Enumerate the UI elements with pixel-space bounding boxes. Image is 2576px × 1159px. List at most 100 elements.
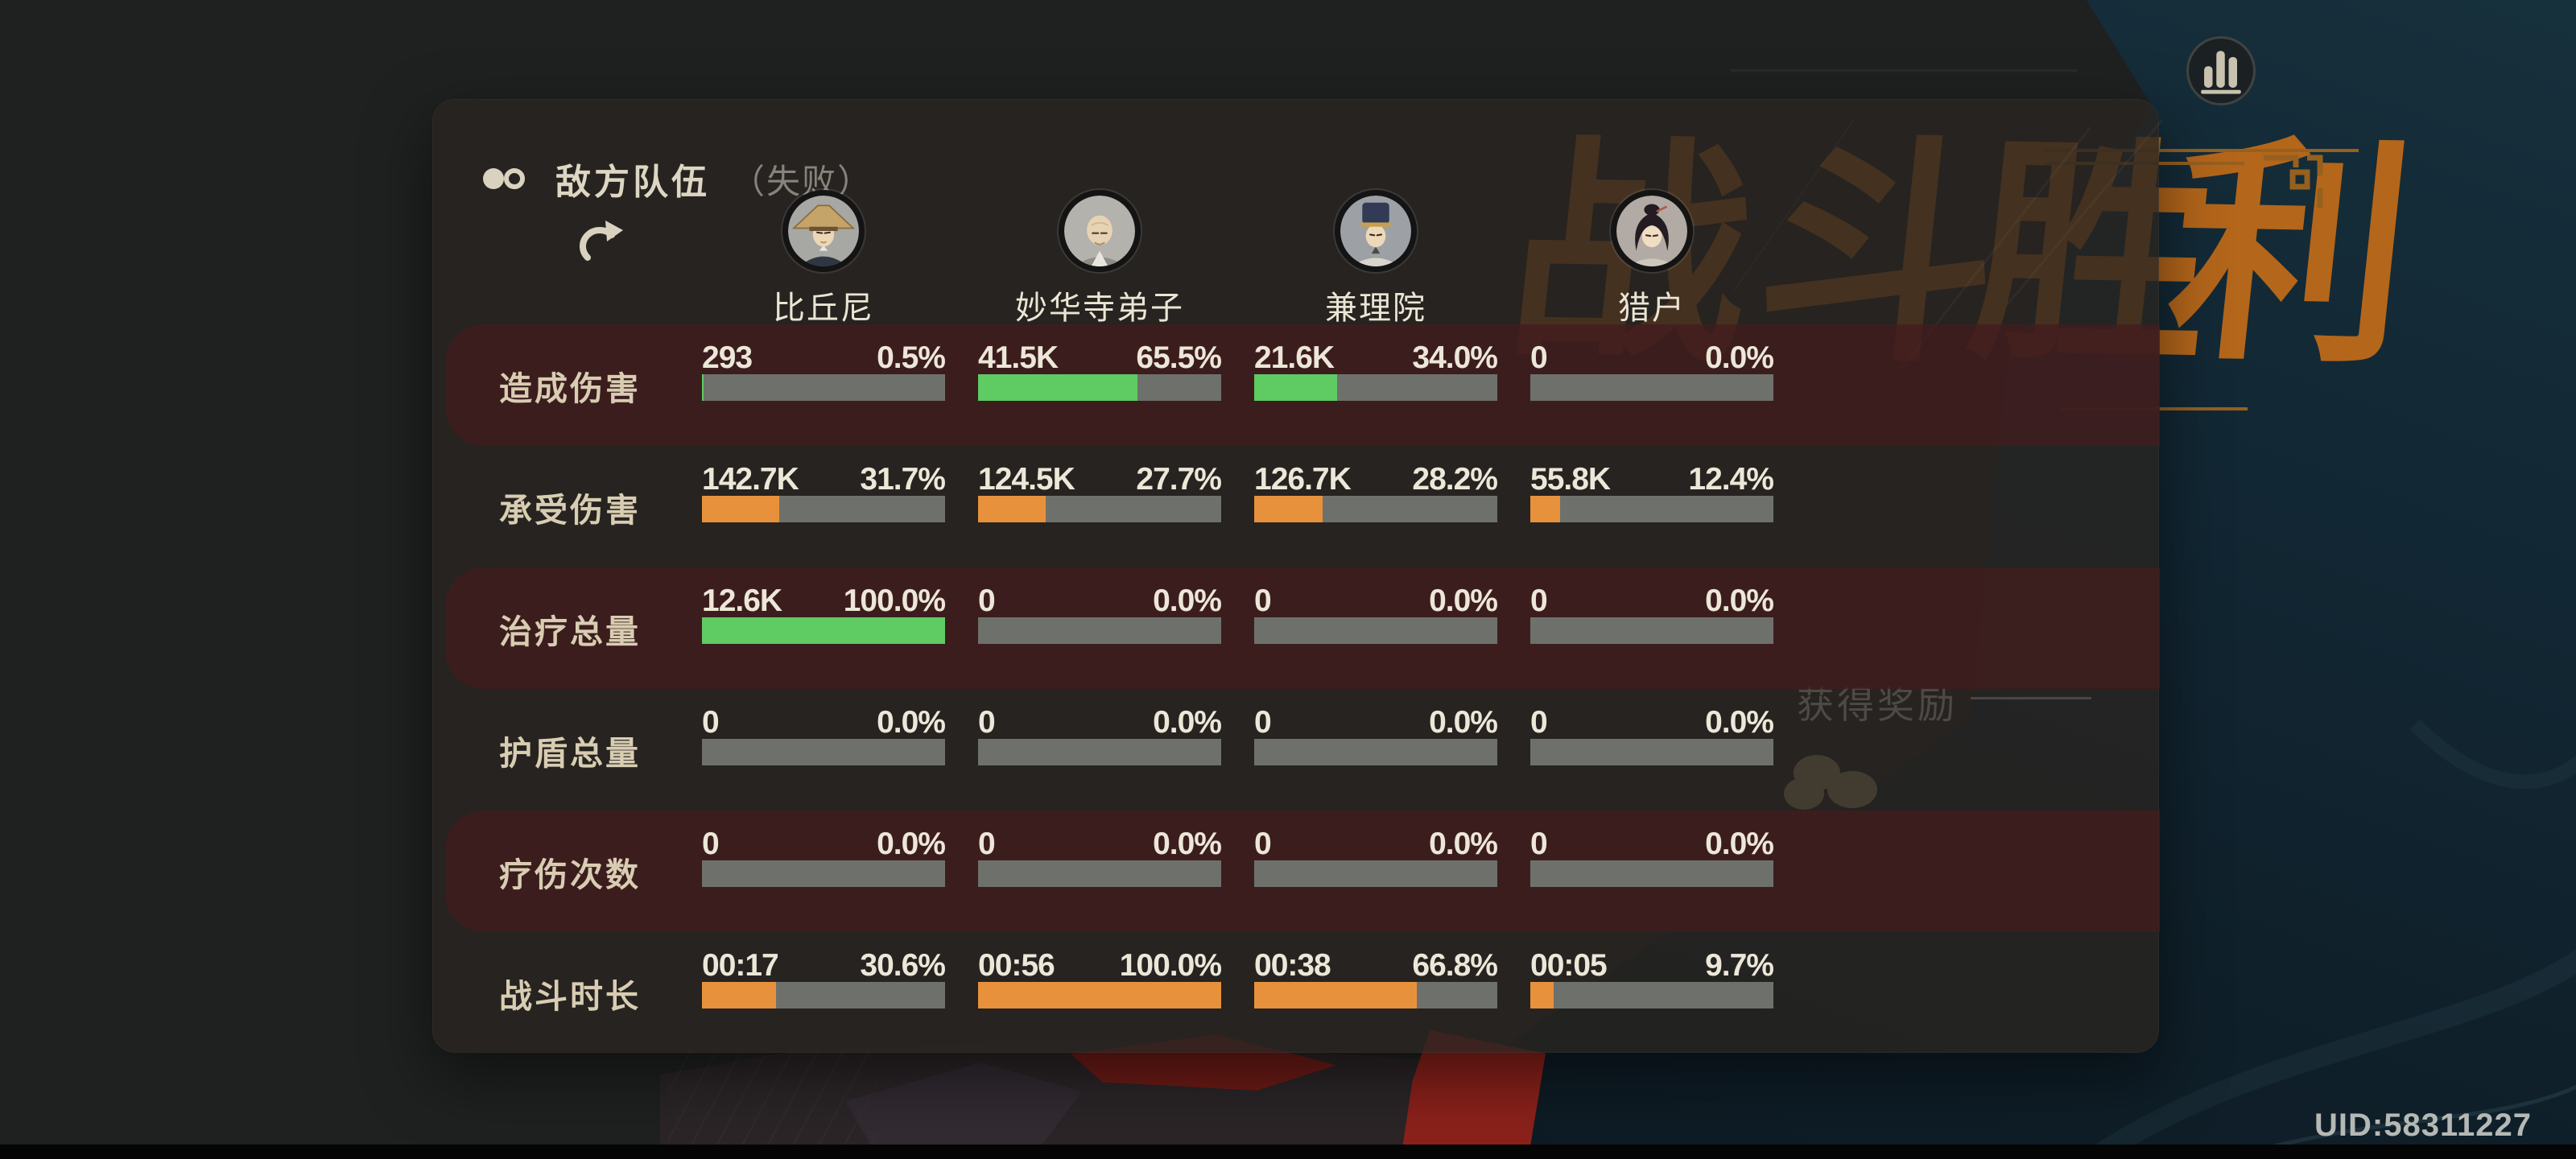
stat-value: 0 bbox=[1530, 827, 1548, 861]
stats-row-damage-dealt: 造成伤害 293 0.5% 41.5K 65.5% 21.6K 34.0% 0 0.0% bbox=[433, 324, 2160, 446]
stat-value: 21.6K bbox=[1254, 340, 1335, 375]
stats-panel-toggle-button[interactable] bbox=[2186, 36, 2256, 105]
stat-percent: 100.0% bbox=[1119, 948, 1222, 983]
stat-percent: 65.5% bbox=[1136, 340, 1222, 375]
stat-bar bbox=[1530, 374, 1773, 401]
stat-percent: 0.0% bbox=[877, 705, 946, 740]
refresh-button[interactable] bbox=[565, 212, 630, 267]
stat-percent: 0.0% bbox=[1429, 827, 1498, 861]
stat-percent: 0.0% bbox=[1153, 584, 1222, 618]
stat-percent: 28.2% bbox=[1412, 462, 1498, 497]
stat-value: 0 bbox=[702, 827, 720, 861]
stat-value: 0 bbox=[1530, 584, 1548, 618]
stat-percent: 0.0% bbox=[1153, 705, 1222, 740]
stat-bar bbox=[978, 496, 1221, 522]
stat-percent: 9.7% bbox=[1705, 948, 1774, 983]
stat-value: 293 bbox=[702, 340, 753, 375]
panel-fold-streak bbox=[2005, 119, 2164, 306]
bar-chart-icon bbox=[2201, 51, 2241, 94]
avatar-jianliyuan[interactable] bbox=[1335, 190, 1417, 272]
letterbox-bar bbox=[0, 1145, 2576, 1159]
stats-row-damage-taken: 承受伤害 142.7K 31.7% 124.5K 27.7% 126.7K 28.2%… bbox=[433, 446, 2160, 567]
stat-value: 124.5K bbox=[978, 462, 1075, 497]
stat-percent: 100.0% bbox=[843, 584, 946, 618]
row-label: 疗伤次数 bbox=[499, 856, 641, 893]
stats-row-shield-total: 护盾总量 0 0.0% 0 0.0% 0 0.0% 0 0.0% bbox=[433, 689, 2160, 810]
row-label: 护盾总量 bbox=[499, 734, 641, 772]
stat-bar bbox=[1254, 860, 1497, 887]
stat-percent: 31.7% bbox=[860, 462, 946, 497]
stat-value: 0 bbox=[978, 584, 996, 618]
stat-value: 0 bbox=[1530, 705, 1548, 740]
row-label: 战斗时长 bbox=[499, 977, 641, 1015]
stat-percent: 0.5% bbox=[877, 340, 946, 375]
character-name: 比丘尼 bbox=[773, 291, 874, 326]
stat-percent: 12.4% bbox=[1688, 462, 1774, 497]
title-deco-line bbox=[2045, 149, 2359, 152]
stat-percent: 30.6% bbox=[860, 948, 946, 983]
stat-bar bbox=[1530, 496, 1773, 522]
stat-percent: 34.0% bbox=[1412, 340, 1498, 375]
stat-value: 0 bbox=[1254, 827, 1272, 861]
stat-percent: 27.7% bbox=[1136, 462, 1222, 497]
stat-percent: 66.8% bbox=[1412, 948, 1498, 983]
stat-bar bbox=[978, 374, 1221, 401]
stat-value: 00:56 bbox=[978, 948, 1055, 983]
stat-value: 00:17 bbox=[702, 948, 779, 983]
stat-value: 0 bbox=[1254, 584, 1272, 618]
avatar-hunter[interactable] bbox=[1611, 190, 1693, 272]
stat-bar bbox=[1254, 982, 1497, 1008]
stat-bar bbox=[1530, 617, 1773, 644]
stat-value: 0 bbox=[978, 705, 996, 740]
stat-bar bbox=[702, 982, 945, 1008]
stat-bar bbox=[1254, 617, 1497, 644]
stats-row-healing-total: 治疗总量 12.6K 100.0% 0 0.0% 0 0.0% 0 0.0% bbox=[433, 567, 2160, 689]
row-label: 承受伤害 bbox=[499, 491, 641, 529]
stat-percent: 0.0% bbox=[1705, 827, 1774, 861]
stat-value: 00:05 bbox=[1530, 948, 1608, 983]
team-label: 敌方队伍 bbox=[555, 163, 710, 202]
stat-bar bbox=[702, 496, 945, 522]
character-art-texture bbox=[668, 1046, 877, 1159]
stat-bar bbox=[702, 860, 945, 887]
stat-bar bbox=[1254, 374, 1497, 401]
stat-percent: 0.0% bbox=[1153, 827, 1222, 861]
character-name: 猎户 bbox=[1618, 291, 1686, 326]
stat-percent: 0.0% bbox=[877, 827, 946, 861]
stat-value: 55.8K bbox=[1530, 462, 1611, 497]
character-name: 妙华寺弟子 bbox=[1015, 291, 1184, 326]
stat-percent: 0.0% bbox=[1705, 584, 1774, 618]
stat-bar bbox=[702, 739, 945, 765]
stat-bar bbox=[978, 982, 1221, 1008]
stat-percent: 0.0% bbox=[1705, 705, 1774, 740]
stat-value: 0 bbox=[978, 827, 996, 861]
row-label: 治疗总量 bbox=[499, 612, 641, 650]
stat-bar bbox=[702, 374, 945, 401]
stat-value: 142.7K bbox=[702, 462, 799, 497]
stat-value: 00:38 bbox=[1254, 948, 1331, 983]
stat-percent: 0.0% bbox=[1429, 584, 1498, 618]
team-toggle-icon[interactable] bbox=[481, 163, 535, 194]
battle-result-label: （失败） bbox=[731, 162, 873, 200]
stat-value: 0 bbox=[702, 705, 720, 740]
stat-value: 12.6K bbox=[702, 584, 782, 618]
stat-value: 0 bbox=[1254, 705, 1272, 740]
stat-bar bbox=[1530, 982, 1773, 1008]
title-corner-ornament-icon bbox=[2264, 155, 2323, 208]
stat-bar bbox=[978, 739, 1221, 765]
stat-bar bbox=[978, 617, 1221, 644]
stats-row-heal-count: 疗伤次数 0 0.0% 0 0.0% 0 0.0% 0 0.0% bbox=[433, 810, 2160, 932]
character-name: 兼理院 bbox=[1325, 291, 1426, 326]
stats-row-battle-duration: 战斗时长 00:17 30.6% 00:56 100.0% 00:38 66.8% 0… bbox=[433, 932, 2160, 1054]
stat-value: 41.5K bbox=[978, 340, 1059, 375]
avatar-bhikkhuni[interactable] bbox=[782, 190, 865, 272]
stat-bar bbox=[702, 617, 945, 644]
stat-bar bbox=[1254, 496, 1497, 522]
stat-bar bbox=[1530, 860, 1773, 887]
stat-bar bbox=[1530, 739, 1773, 765]
stat-value: 0 bbox=[1530, 340, 1548, 375]
enemy-team-stats-panel: 敌方队伍 （失败） bbox=[432, 99, 2164, 1054]
avatar-temple-disciple[interactable] bbox=[1059, 190, 1141, 272]
row-label: 造成伤害 bbox=[499, 369, 641, 407]
stat-bar bbox=[978, 860, 1221, 887]
